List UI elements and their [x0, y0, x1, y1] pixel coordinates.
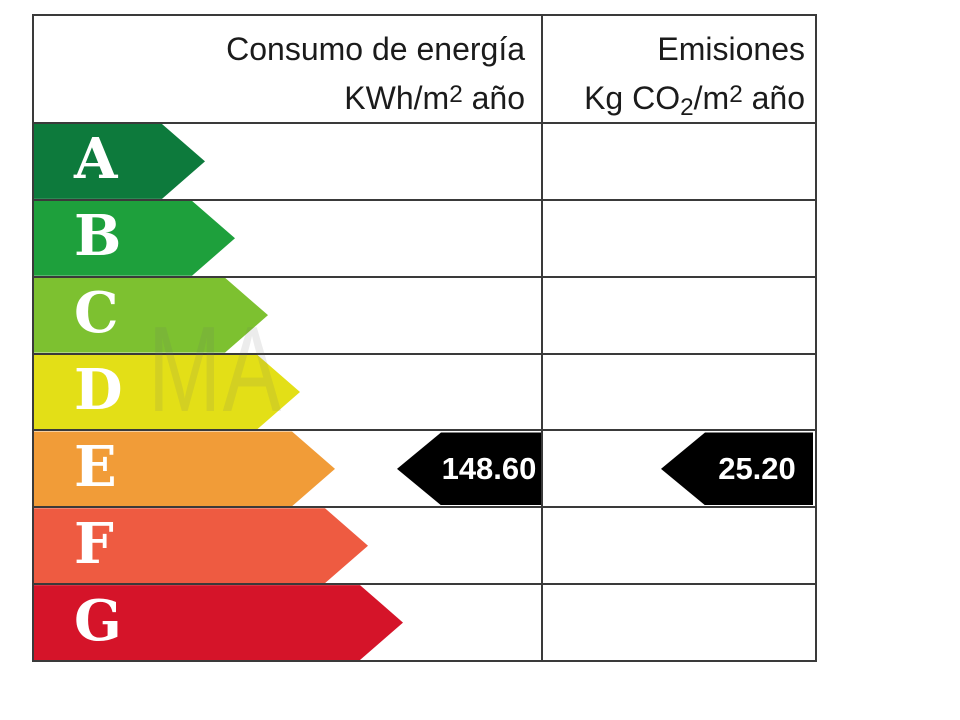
table-header: Consumo de energía KWh/m2 año Emisiones … — [34, 16, 815, 122]
column-divider — [541, 16, 543, 660]
rating-row-e: E 148.60 25.20 — [34, 429, 815, 507]
rating-row-g: G — [34, 583, 815, 661]
rating-letter-a: A — [74, 126, 118, 193]
rating-arrow-e: E — [34, 431, 335, 506]
rating-arrow-b: B — [34, 201, 235, 276]
rating-arrow-a: A — [34, 124, 205, 199]
consumption-value-marker: 148.60 — [397, 432, 541, 506]
consumption-header-line1: Consumo de energía — [226, 31, 525, 67]
rating-row-f: F — [34, 506, 815, 584]
rating-row-c: C — [34, 275, 815, 353]
superscript-2: 2 — [729, 81, 743, 108]
energy-rating-table: Consumo de energía KWh/m2 año Emisiones … — [32, 14, 817, 662]
rating-arrow-c: C — [34, 278, 268, 353]
emissions-value: 25.20 — [718, 450, 796, 486]
rating-letter-c: C — [74, 280, 119, 347]
rating-letter-d: D — [74, 357, 123, 423]
rating-arrow-g: G — [34, 585, 403, 660]
rating-arrow-d: D — [34, 355, 300, 430]
emissions-value-marker: 25.20 — [661, 432, 813, 506]
consumption-header-line2: KWh/m2 año — [344, 80, 525, 116]
rating-letter-f: F — [74, 510, 114, 577]
rating-row-d: D — [34, 352, 815, 430]
emissions-header-line1: Emisiones — [657, 31, 805, 67]
subscript-2: 2 — [680, 94, 694, 121]
superscript-2: 2 — [449, 81, 463, 108]
rating-arrow-f: F — [34, 508, 368, 583]
rating-letter-b: B — [74, 203, 122, 270]
rating-row-a: A — [34, 122, 815, 199]
consumption-value: 148.60 — [441, 450, 537, 486]
emissions-header-line2: Kg CO2/m2 año — [584, 80, 805, 121]
consumption-column-header: Consumo de energía KWh/m2 año — [34, 16, 543, 122]
rating-letter-g: G — [74, 587, 122, 654]
rating-row-b: B — [34, 198, 815, 276]
emissions-column-header: Emisiones Kg CO2/m2 año — [543, 16, 815, 122]
rating-letter-e: E — [74, 433, 117, 500]
